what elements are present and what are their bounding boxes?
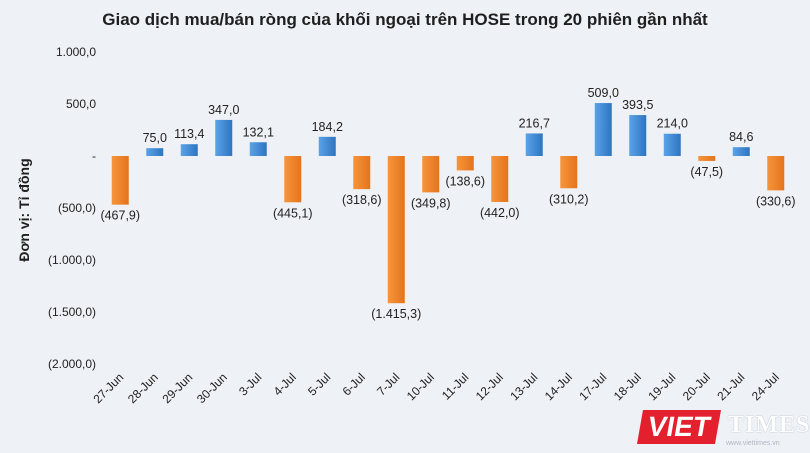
logo-site-text: www.viettimes.vn — [726, 440, 780, 447]
x-tick-label: 3-Jul — [236, 370, 264, 398]
bar — [698, 156, 716, 161]
x-tick-label: 6-Jul — [340, 370, 368, 398]
bar — [629, 115, 647, 156]
bar — [594, 103, 612, 156]
data-label: 84,6 — [729, 130, 753, 144]
y-tick-label: (1.500,0) — [48, 305, 96, 319]
y-tick-label: 1.000,0 — [56, 45, 96, 59]
x-tick-label: 30-Jun — [194, 370, 230, 406]
y-tick-label: 500,0 — [66, 97, 96, 111]
x-tick-label: 10-Jul — [404, 370, 437, 403]
data-label: 184,2 — [312, 120, 343, 134]
data-label: (310,2) — [549, 192, 589, 206]
viettimes-logo: VIET TIMES www.viettimes.vn — [637, 404, 810, 453]
bar — [146, 148, 164, 156]
bar — [284, 156, 302, 203]
bar — [491, 156, 509, 202]
bar — [422, 156, 440, 193]
bar — [249, 142, 267, 156]
bar — [215, 119, 233, 156]
data-label: 132,1 — [243, 125, 274, 139]
bar — [353, 156, 371, 190]
data-label: 214,0 — [657, 117, 688, 131]
data-label: (1.415,3) — [371, 307, 421, 321]
bar — [456, 156, 474, 171]
x-tick-label: 12-Jul — [473, 370, 506, 403]
data-label: (467,9) — [100, 209, 140, 223]
x-tick-label: 27-Jun — [91, 370, 127, 406]
data-label: 347,0 — [208, 103, 239, 117]
data-label: 393,5 — [622, 98, 653, 112]
x-tick-label: 5-Jul — [305, 370, 333, 398]
data-label: 75,0 — [143, 131, 167, 145]
data-label: 509,0 — [588, 86, 619, 100]
bar — [111, 156, 129, 205]
x-tick-label: 17-Jul — [576, 370, 609, 403]
y-tick-label: (1.000,0) — [48, 253, 96, 267]
x-tick-label: 24-Jul — [749, 370, 782, 403]
x-tick-label: 19-Jul — [645, 370, 678, 403]
x-tick-label: 7-Jul — [374, 370, 402, 398]
data-label: (47,5) — [690, 165, 723, 179]
data-label: (138,6) — [445, 174, 485, 188]
x-tick-label: 13-Jul — [507, 370, 540, 403]
x-tick-label: 28-Jun — [125, 370, 161, 406]
x-tick-label: 29-Jun — [160, 370, 196, 406]
x-tick-label: 4-Jul — [271, 370, 299, 398]
data-label: (442,0) — [480, 206, 520, 220]
x-tick-label: 11-Jul — [439, 370, 471, 402]
bar — [732, 147, 750, 156]
bar — [767, 156, 785, 191]
bar — [525, 133, 543, 156]
x-tick-label: 20-Jul — [680, 370, 713, 403]
bar — [387, 156, 405, 304]
data-label: (445,1) — [273, 206, 313, 220]
y-tick-label: (2.000,0) — [48, 357, 96, 371]
logo-viet-text: VIET — [637, 410, 722, 444]
data-label: 216,7 — [519, 116, 550, 130]
y-tick-label: (500,0) — [58, 201, 96, 215]
bar — [318, 136, 336, 156]
bar — [180, 144, 198, 156]
bar — [663, 133, 681, 156]
logo-times-text: TIMES — [728, 412, 810, 438]
bar — [560, 156, 578, 189]
y-tick-label: - — [92, 149, 96, 163]
x-tick-label: 14-Jul — [542, 370, 575, 403]
x-tick-label: 21-Jul — [714, 370, 747, 403]
data-label: (318,6) — [342, 193, 382, 207]
data-label: 113,4 — [174, 127, 204, 141]
data-label: (330,6) — [756, 194, 796, 208]
x-tick-label: 18-Jul — [611, 370, 644, 403]
data-label: (349,8) — [411, 196, 451, 210]
chart-title: Giao dịch mua/bán ròng của khối ngoại tr… — [102, 10, 708, 29]
